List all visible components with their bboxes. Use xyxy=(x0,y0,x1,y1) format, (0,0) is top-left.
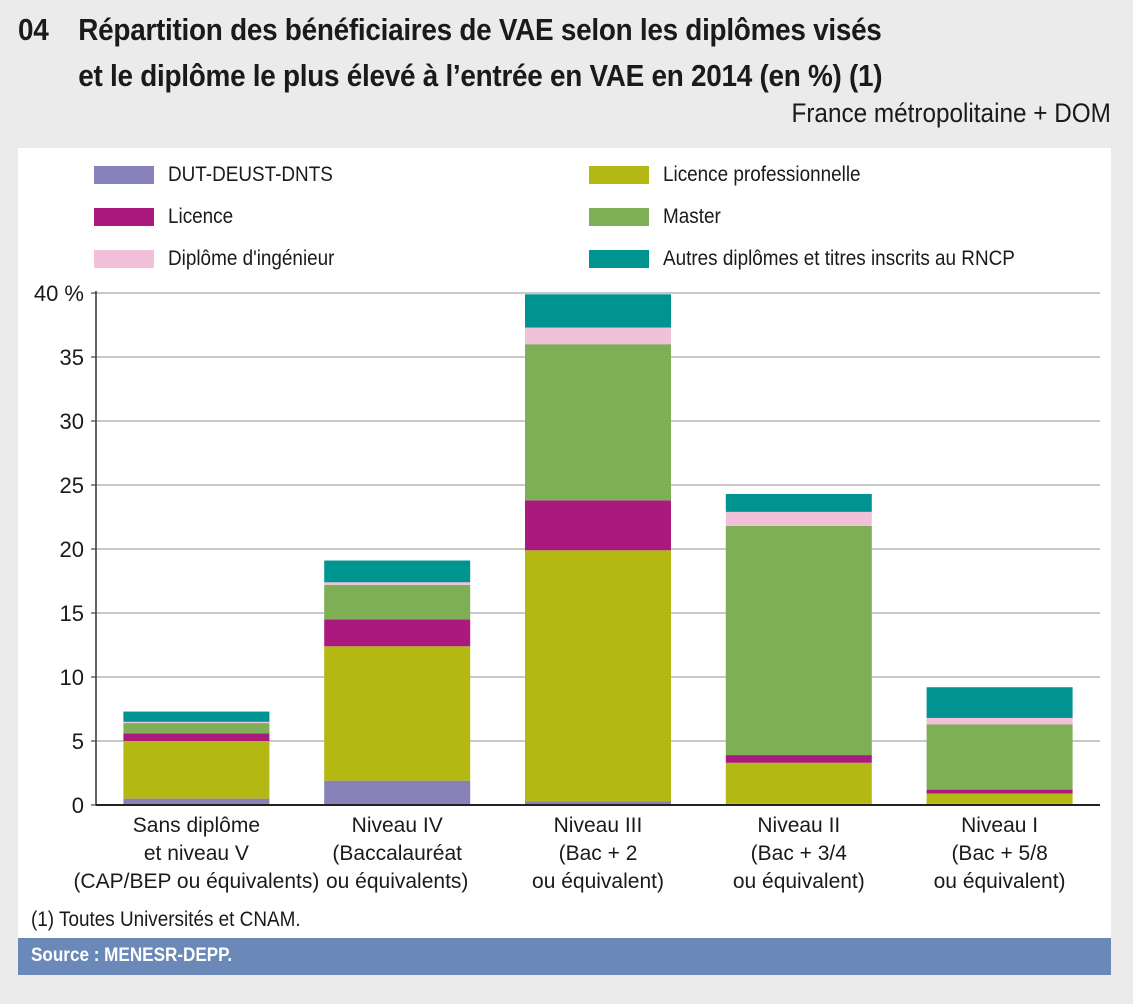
bar-segment xyxy=(525,344,671,501)
legend-swatch xyxy=(94,250,154,268)
legend-label: Diplôme d'ingénieur xyxy=(168,247,335,270)
bar-segment xyxy=(525,550,671,802)
x-category-label: (CAP/BEP ou équivalents) xyxy=(73,870,319,893)
footnote: (1) Toutes Universités et CNAM. xyxy=(31,908,301,931)
x-category-label: ou équivalents) xyxy=(326,870,468,893)
bar-segment xyxy=(926,717,1073,725)
bar-segment xyxy=(324,780,471,805)
legend-swatch xyxy=(589,250,649,268)
legend-label: Master xyxy=(663,205,721,228)
legend-label: Licence professionnelle xyxy=(663,163,861,186)
chart-title-line2: et le diplôme le plus élevé à l’entrée e… xyxy=(78,58,883,93)
bar-segment xyxy=(123,723,270,734)
y-tick-label: 40 % xyxy=(34,281,84,306)
bar-stack xyxy=(725,493,872,805)
legend-swatch xyxy=(589,166,649,184)
bar-segment xyxy=(324,584,471,620)
x-category-label: ou équivalent) xyxy=(733,870,865,893)
bar-segment xyxy=(725,755,872,763)
bar-segment xyxy=(324,560,471,583)
y-tick-label: 15 xyxy=(60,601,84,626)
bar-segment xyxy=(123,741,270,799)
bar-segment xyxy=(525,294,671,328)
x-category-label: Niveau I xyxy=(961,814,1038,837)
x-category-label: ou équivalent) xyxy=(934,870,1066,893)
legend-swatch xyxy=(94,166,154,184)
bar-stack xyxy=(123,711,270,805)
legend-item: Diplôme d'ingénieur xyxy=(94,247,353,271)
legend-label: Autres diplômes et titres inscrits au RN… xyxy=(663,247,1015,270)
x-category-label: Niveau III xyxy=(554,814,643,837)
chart-number: 04 xyxy=(18,12,49,47)
source-text: Source : MENESR-DEPP. xyxy=(31,945,233,966)
legend-label: Licence xyxy=(168,205,234,228)
bar-segment xyxy=(525,801,671,805)
chart-title-line1: Répartition des bénéficiaires de VAE sel… xyxy=(78,12,882,47)
chart-plot: 0 5 10 15 20 25 30 35 40 % Sans diplôme et niveau … xyxy=(34,281,1100,893)
x-category-label: ou équivalent) xyxy=(532,870,664,893)
x-category-label: et niveau V xyxy=(144,842,249,865)
y-tick-label: 10 xyxy=(60,665,84,690)
legend-item: Licence professionnelle xyxy=(589,163,882,187)
bar-segment xyxy=(123,798,270,805)
legend-label: DUT-DEUST-DNTS xyxy=(168,163,333,186)
y-tick-label: 35 xyxy=(60,345,84,370)
bar-segment xyxy=(324,619,471,647)
y-tick-label: 20 xyxy=(60,537,84,562)
x-category-label: (Bac + 5/8 xyxy=(951,842,1047,865)
x-category-label: Niveau IV xyxy=(352,814,443,837)
bar-segment xyxy=(525,327,671,345)
x-category-label: (Baccalauréat xyxy=(332,842,462,865)
bar-segment xyxy=(123,711,270,722)
bar-segment xyxy=(725,525,872,756)
bar-stack xyxy=(525,294,671,805)
bar-segment xyxy=(725,493,872,512)
bar-segment xyxy=(525,500,671,551)
bar-segment xyxy=(123,733,270,741)
bar-segment xyxy=(725,511,872,526)
x-category-label: Sans diplôme xyxy=(133,814,260,837)
legend-item: Autres diplômes et titres inscrits au RN… xyxy=(589,247,1054,271)
legend-swatch xyxy=(94,208,154,226)
bar-stack xyxy=(324,560,471,805)
y-tick-label: 25 xyxy=(60,473,84,498)
bar-segment xyxy=(324,582,471,585)
legend-swatch xyxy=(589,208,649,226)
bar-segment xyxy=(926,789,1073,794)
x-category-label: (Bac + 2 xyxy=(559,842,638,865)
y-tick-label: 30 xyxy=(60,409,84,434)
chart-panel: DUT-DEUST-DNTS Licence Diplôme d'ingénieur… xyxy=(18,148,1111,938)
x-category-label: (Bac + 3/4 xyxy=(751,842,848,865)
legend-item: DUT-DEUST-DNTS xyxy=(94,163,351,187)
legend-item: Licence xyxy=(94,205,240,229)
source-bar: Source : MENESR-DEPP. xyxy=(18,938,1111,975)
bar-segment xyxy=(926,793,1073,804)
bar-stack xyxy=(926,687,1073,805)
bar-segment xyxy=(926,724,1073,790)
y-tick-label: 5 xyxy=(72,729,84,754)
x-category-label: Niveau II xyxy=(757,814,840,837)
bar-segment xyxy=(123,721,270,724)
bar-segment xyxy=(324,646,471,781)
bar-segment xyxy=(926,687,1073,718)
legend-item: Master xyxy=(589,205,727,229)
bar-segment xyxy=(725,762,872,804)
y-tick-label: 0 xyxy=(72,793,84,818)
chart-subtitle: France métropolitaine + DOM xyxy=(791,98,1111,128)
